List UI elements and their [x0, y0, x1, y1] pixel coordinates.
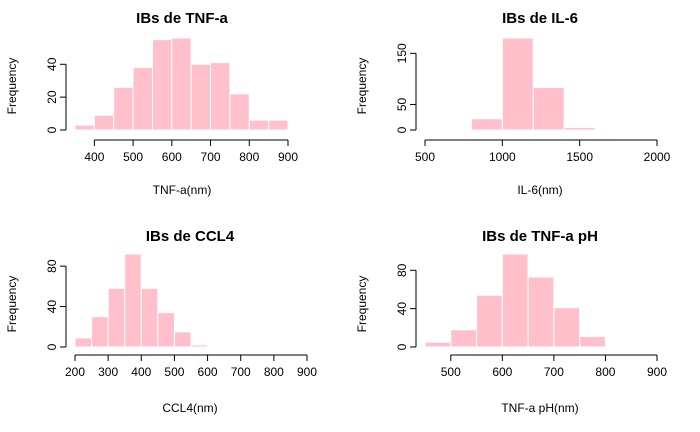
- x-tick-label: 800: [239, 150, 259, 164]
- y-axis-label: Frequency: [355, 58, 369, 115]
- histogram-bar: [579, 335, 606, 348]
- histogram-bar: [113, 86, 134, 131]
- x-axis: 500 600 700 800 900: [441, 354, 667, 379]
- y-axis-label: Frequency: [5, 276, 19, 333]
- x-tick-label: 700: [544, 365, 564, 379]
- histogram-bar: [140, 287, 159, 348]
- histogram-bar: [107, 287, 126, 348]
- histogram-bar: [132, 67, 153, 131]
- x-tick-label: 500: [415, 150, 435, 164]
- y-axis: 0 20 40: [45, 57, 67, 133]
- x-tick-label: 500: [164, 365, 184, 379]
- panel-tnf-a-ph: IBs de TNF-a pH TNF-a pH(nm) Frequency 5…: [355, 228, 667, 415]
- histogram-bar: [450, 329, 478, 348]
- y-axis-label: Frequency: [5, 58, 19, 115]
- histogram-bar: [248, 119, 270, 131]
- x-tick-label: 1000: [489, 150, 516, 164]
- panel-title: IBs de IL-6: [502, 10, 578, 27]
- y-tick-label: 150: [395, 43, 409, 63]
- x-tick-label: 400: [131, 365, 151, 379]
- y-tick-label: 80: [395, 263, 409, 277]
- histogram-bar: [91, 316, 109, 348]
- y-tick-label: 20: [45, 90, 59, 104]
- x-tick-label: 900: [647, 365, 667, 379]
- x-axis-label: CCL4(nm): [162, 401, 217, 415]
- x-axis: 500 1000 1500 2000: [415, 139, 671, 164]
- y-tick-label: 40: [395, 302, 409, 316]
- y-tick-label: 40: [45, 57, 59, 71]
- x-axis-label: IL-6(nm): [517, 183, 562, 197]
- histogram-bar: [93, 114, 115, 131]
- x-tick-label: 800: [595, 365, 615, 379]
- panel-tnf-a: IBs de TNF-a TNF-a(nm) Frequency 400 500 6…: [5, 10, 298, 197]
- histogram-bar: [424, 341, 452, 348]
- histogram-bar: [190, 344, 209, 348]
- x-tick-label: 900: [278, 150, 298, 164]
- x-tick-label: 900: [297, 365, 317, 379]
- bars: [74, 37, 289, 131]
- histogram-bar: [229, 93, 250, 131]
- panel-title: IBs de CCL4: [146, 228, 235, 245]
- histogram-bar: [532, 87, 565, 131]
- histogram-bar: [210, 62, 231, 131]
- x-tick-label: 200: [65, 365, 85, 379]
- histogram-bar: [74, 337, 93, 348]
- y-axis: 0 40 80: [45, 259, 67, 350]
- y-axis-label: Frequency: [355, 276, 369, 333]
- y-tick-label: 50: [395, 97, 409, 111]
- histogram-bar: [553, 307, 581, 348]
- bars: [74, 253, 209, 348]
- histogram-bar: [124, 253, 142, 348]
- histogram-bar: [171, 37, 192, 131]
- bars: [470, 37, 596, 131]
- x-axis: 200 300 400 500 600 700 800 900: [65, 354, 317, 379]
- panel-il-6: IBs de IL-6 IL-6(nm) Frequency 500 1000 15…: [355, 10, 671, 197]
- y-axis: 0 40 80: [395, 263, 417, 350]
- bars: [424, 253, 606, 348]
- histogram-bar: [563, 126, 596, 131]
- x-tick-label: 700: [231, 365, 251, 379]
- x-tick-label: 500: [441, 365, 461, 379]
- y-tick-label: 80: [45, 259, 59, 273]
- x-tick-label: 800: [264, 365, 284, 379]
- histogram-bar: [268, 119, 289, 131]
- x-axis-label: TNF-a pH(nm): [501, 401, 578, 415]
- histogram-bar: [476, 294, 503, 348]
- y-axis: 0 50 150: [395, 43, 417, 133]
- x-tick-label: 700: [201, 150, 221, 164]
- x-tick-label: 600: [198, 365, 218, 379]
- histogram-bar: [151, 39, 173, 131]
- y-tick-label: 0: [395, 343, 409, 350]
- y-tick-label: 40: [45, 300, 59, 314]
- x-axis-label: TNF-a(nm): [153, 183, 212, 197]
- histogram-bar: [74, 124, 95, 131]
- panel-title: IBs de TNF-a: [136, 10, 228, 27]
- x-tick-label: 600: [492, 365, 512, 379]
- panel-ccl4: IBs de CCL4 CCL4(nm) Frequency 200 300 400…: [5, 228, 317, 415]
- x-tick-label: 600: [162, 150, 182, 164]
- x-tick-label: 1500: [566, 150, 593, 164]
- y-tick-label: 0: [45, 343, 59, 350]
- histogram-bar: [470, 118, 503, 131]
- x-tick-label: 300: [98, 365, 118, 379]
- x-tick-label: 2000: [644, 150, 671, 164]
- histogram-bar: [527, 276, 555, 348]
- x-tick-label: 500: [123, 150, 143, 164]
- histogram-bar: [157, 312, 175, 348]
- x-tick-label: 400: [84, 150, 104, 164]
- panel-title: IBs de TNF-a pH: [482, 228, 598, 245]
- histogram-bar: [173, 331, 192, 348]
- histogram-bar: [190, 63, 212, 131]
- x-axis: 400 500 600 700 800 900: [84, 139, 298, 164]
- histogram-bar: [501, 253, 529, 348]
- histogram-bar: [501, 37, 534, 131]
- y-tick-label: 0: [45, 126, 59, 133]
- y-tick-label: 0: [395, 126, 409, 133]
